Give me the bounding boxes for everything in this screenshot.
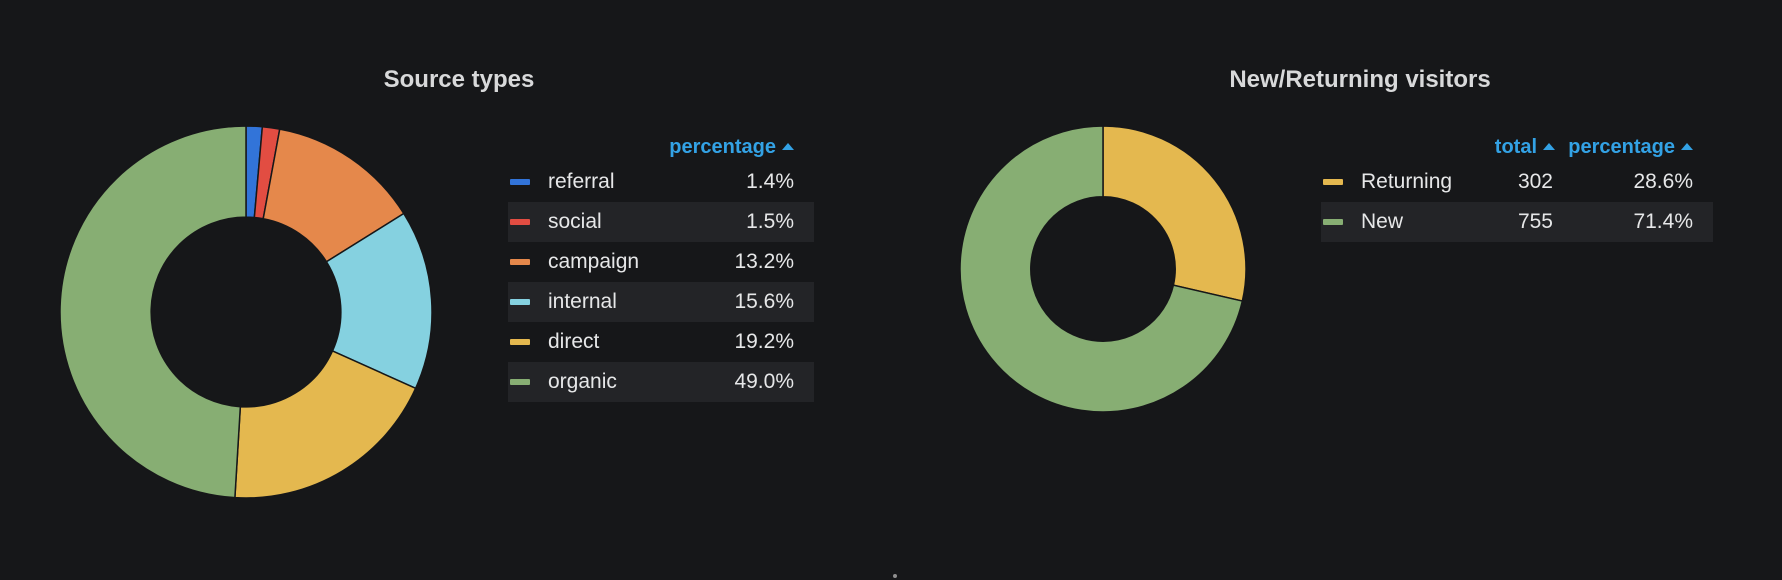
panel-title: New/Returning visitors <box>1229 66 1491 93</box>
legend-item-internal[interactable]: internal 15.6% <box>508 282 814 322</box>
legend-item-social[interactable]: social 1.5% <box>508 202 814 242</box>
legend-label: direct <box>548 330 600 353</box>
panel-title: Source types <box>383 66 535 93</box>
legend-item-referral[interactable]: referral 1.4% <box>508 162 814 202</box>
legend-label: campaign <box>548 250 640 273</box>
legend-item-direct[interactable]: direct 19.2% <box>508 322 814 362</box>
legend-total-value: 302 <box>1517 170 1553 193</box>
pie-slice-direct[interactable] <box>234 349 417 499</box>
pie-slice-internal[interactable] <box>325 212 433 390</box>
legend-color-swatch[interactable] <box>1323 219 1343 225</box>
legend-percentage-value: 49.0% <box>734 370 794 393</box>
percentage-header-label: percentage <box>669 135 776 158</box>
sort-ascending-icon <box>1543 142 1555 150</box>
legend-label: New <box>1361 210 1404 233</box>
legend-percentage-value: 28.6% <box>1633 170 1693 193</box>
legend-color-swatch[interactable] <box>510 259 530 265</box>
pie-slice-returning[interactable] <box>1102 125 1247 302</box>
legend-color-swatch[interactable] <box>510 219 530 225</box>
new-returning-donut <box>959 125 1247 413</box>
legend-label: internal <box>548 290 617 313</box>
legend-header: percentage <box>508 132 814 162</box>
sort-ascending-icon <box>1681 142 1693 150</box>
legend-item-new[interactable]: New 755 71.4% <box>1321 202 1713 242</box>
sort-percentage-header[interactable]: percentage <box>1555 132 1713 162</box>
pie-slice-new[interactable] <box>959 125 1244 413</box>
visitors-legend: total percentage Returning 302 28.6% New 755… <box>1321 132 1713 242</box>
new-returning-visitors-panel: New/Returning visitors total percentage … <box>900 0 1782 580</box>
legend-label: social <box>548 210 602 233</box>
legend-item-returning[interactable]: Returning 302 28.6% <box>1321 162 1713 202</box>
legend-percentage-value: 19.2% <box>734 330 794 353</box>
legend-percentage-value: 13.2% <box>734 250 794 273</box>
legend-percentage-value: 71.4% <box>1633 210 1693 233</box>
legend-label: referral <box>548 170 615 193</box>
sort-percentage-header[interactable]: percentage <box>656 132 814 162</box>
legend-label: organic <box>548 370 617 393</box>
sort-ascending-icon <box>782 142 794 150</box>
legend-percentage-value: 15.6% <box>734 290 794 313</box>
legend-header: total percentage <box>1321 132 1713 162</box>
resize-handle[interactable] <box>893 574 897 578</box>
legend-total-value: 755 <box>1517 210 1553 233</box>
total-header-label: total <box>1494 135 1537 158</box>
legend-color-swatch[interactable] <box>510 339 530 345</box>
legend-item-organic[interactable]: organic 49.0% <box>508 362 814 402</box>
sort-total-header[interactable]: total <box>1485 132 1555 162</box>
legend-label: Returning <box>1361 170 1453 193</box>
legend-color-swatch[interactable] <box>510 179 530 185</box>
source-types-legend: percentage referral 1.4% social 1.5% campaig… <box>508 132 814 402</box>
legend-percentage-value: 1.4% <box>746 170 794 193</box>
legend-color-swatch[interactable] <box>510 379 530 385</box>
pie-slice-organic[interactable] <box>59 125 247 499</box>
legend-color-swatch[interactable] <box>510 299 530 305</box>
legend-item-campaign[interactable]: campaign 13.2% <box>508 242 814 282</box>
legend-color-swatch[interactable] <box>1323 179 1343 185</box>
percentage-header-label: percentage <box>1568 135 1675 158</box>
source-types-donut <box>59 125 433 499</box>
source-types-panel: Source types percentage referral 1.4% soci… <box>0 0 880 580</box>
legend-percentage-value: 1.5% <box>746 210 794 233</box>
